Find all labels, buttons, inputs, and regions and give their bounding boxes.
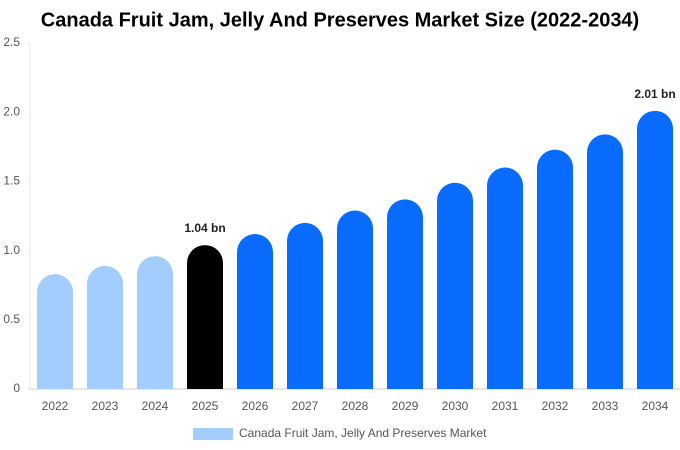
x-tick-label: 2031: [492, 399, 519, 413]
bar: [87, 265, 123, 389]
legend-label: Canada Fruit Jam, Jelly And Preserves Ma…: [239, 426, 487, 440]
y-tick-label: 0.5: [3, 312, 20, 326]
x-tick-label: 2026: [242, 399, 269, 413]
bar: [337, 210, 373, 389]
x-tick-label: 2027: [292, 399, 319, 413]
bar: [137, 256, 173, 389]
x-tick-label: 2024: [142, 399, 169, 413]
y-tick-label: 1.0: [3, 243, 20, 257]
y-tick-label: 2.0: [3, 104, 20, 118]
x-tick-label: 2028: [342, 399, 369, 413]
x-tick-label: 2030: [442, 399, 469, 413]
bar: [587, 134, 623, 389]
chart-title: Canada Fruit Jam, Jelly And Preserves Ma…: [41, 9, 639, 31]
x-tick-label: 2032: [542, 399, 569, 413]
bar: [187, 245, 223, 389]
bar: [287, 222, 323, 389]
x-tick-label: 2022: [42, 399, 69, 413]
bar: [237, 233, 273, 389]
bar: [537, 149, 573, 389]
y-tick-label: 0: [13, 381, 20, 395]
bar: [437, 182, 473, 389]
bar: [37, 274, 73, 389]
x-tick-label: 2029: [392, 399, 419, 413]
legend-swatch: [193, 428, 233, 440]
value-label: 1.04 bn: [184, 221, 225, 235]
x-tick-label: 2023: [92, 399, 119, 413]
value-label: 2.01 bn: [634, 87, 675, 101]
bar: [487, 167, 523, 389]
x-tick-label: 2034: [642, 399, 669, 413]
x-tick-label: 2033: [592, 399, 619, 413]
y-tick-label: 2.5: [3, 35, 20, 49]
bar: [637, 110, 673, 390]
bar: [387, 199, 423, 389]
x-tick-label: 2025: [192, 399, 219, 413]
y-tick-label: 1.5: [3, 174, 20, 188]
